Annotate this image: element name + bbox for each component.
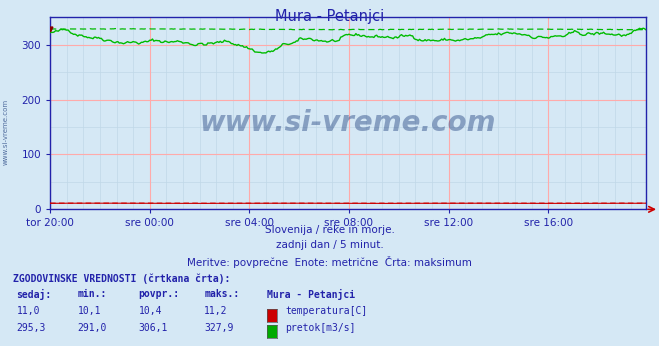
Text: Mura - Petanjci: Mura - Petanjci (267, 289, 355, 300)
Text: Meritve: povprečne  Enote: metrične  Črta: maksimum: Meritve: povprečne Enote: metrične Črta:… (187, 256, 472, 268)
Text: maks.:: maks.: (204, 289, 239, 299)
Text: 10,1: 10,1 (78, 306, 101, 316)
Text: 291,0: 291,0 (78, 323, 107, 333)
Text: temperatura[C]: temperatura[C] (285, 306, 368, 316)
Text: zadnji dan / 5 minut.: zadnji dan / 5 minut. (275, 240, 384, 251)
Text: 10,4: 10,4 (138, 306, 162, 316)
Text: 295,3: 295,3 (16, 323, 46, 333)
Text: ZGODOVINSKE VREDNOSTI (črtkana črta):: ZGODOVINSKE VREDNOSTI (črtkana črta): (13, 273, 231, 284)
Text: povpr.:: povpr.: (138, 289, 179, 299)
Text: www.si-vreme.com: www.si-vreme.com (3, 98, 9, 165)
Text: 327,9: 327,9 (204, 323, 234, 333)
Text: min.:: min.: (78, 289, 107, 299)
Text: Slovenija / reke in morje.: Slovenija / reke in morje. (264, 225, 395, 235)
Text: sedaj:: sedaj: (16, 289, 51, 300)
Text: Mura - Petanjci: Mura - Petanjci (275, 9, 384, 24)
Text: www.si-vreme.com: www.si-vreme.com (200, 109, 496, 137)
Text: 306,1: 306,1 (138, 323, 168, 333)
Text: pretok[m3/s]: pretok[m3/s] (285, 323, 356, 333)
Text: 11,2: 11,2 (204, 306, 228, 316)
Text: 11,0: 11,0 (16, 306, 40, 316)
